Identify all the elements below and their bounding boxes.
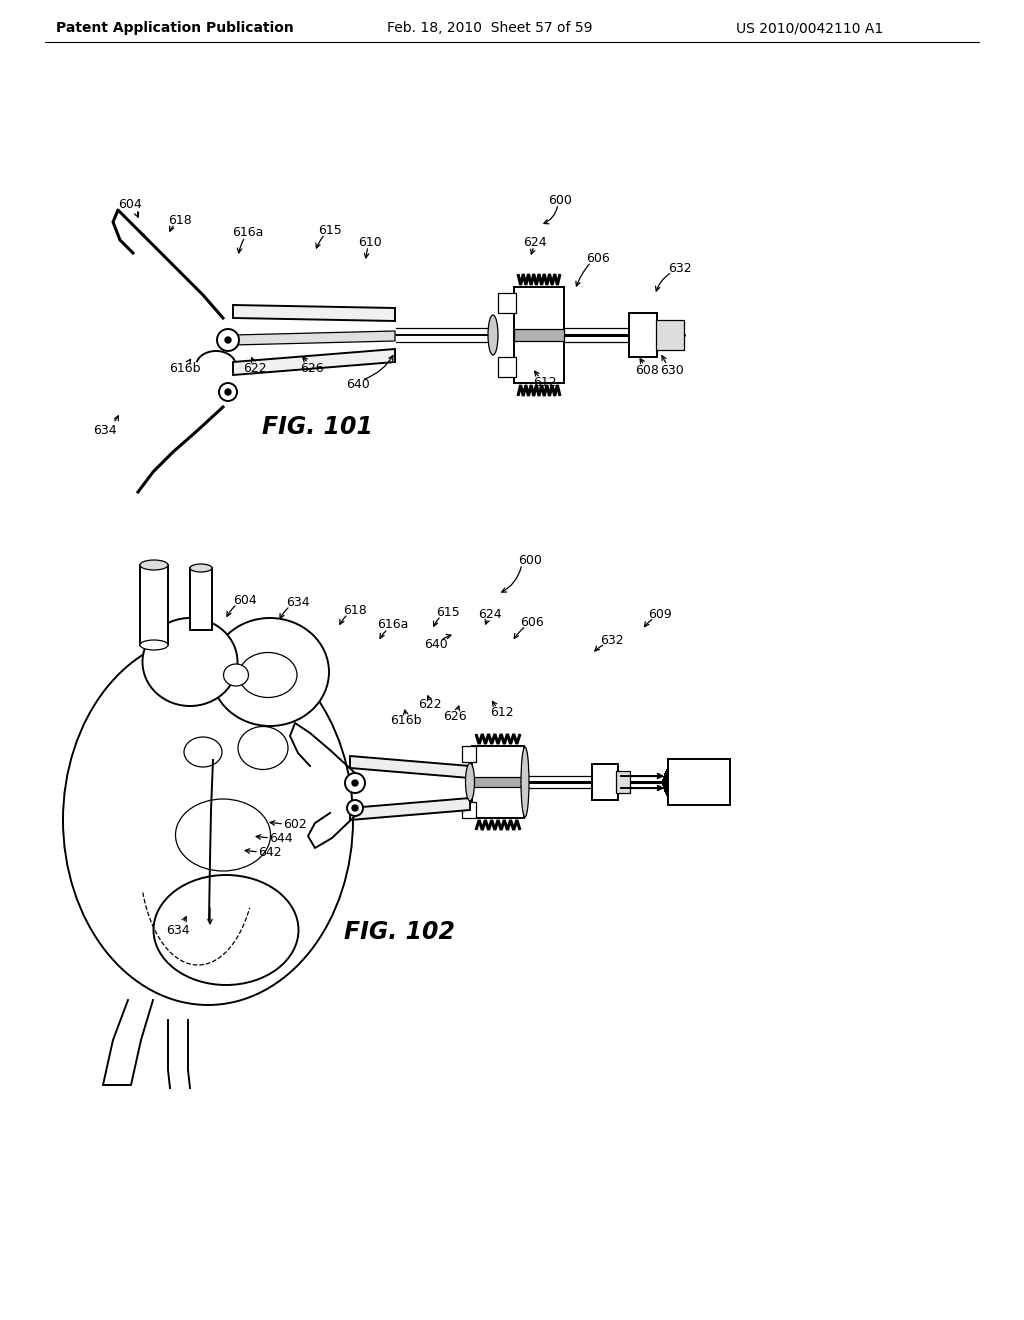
Bar — [514, 286, 564, 383]
Ellipse shape — [175, 799, 270, 871]
Ellipse shape — [466, 763, 474, 801]
Text: 608: 608 — [635, 363, 658, 376]
Circle shape — [347, 800, 362, 816]
Text: 615: 615 — [436, 606, 460, 619]
Circle shape — [225, 337, 231, 343]
Bar — [498, 293, 516, 313]
Ellipse shape — [238, 726, 288, 770]
Bar — [514, 329, 564, 341]
Text: 606: 606 — [520, 615, 544, 628]
Bar — [629, 313, 657, 356]
Bar — [498, 356, 516, 378]
Circle shape — [352, 805, 358, 810]
Text: 616b: 616b — [390, 714, 422, 726]
Text: 616a: 616a — [232, 227, 264, 239]
Circle shape — [345, 774, 365, 793]
Bar — [462, 746, 476, 762]
Text: 600: 600 — [518, 553, 542, 566]
Polygon shape — [233, 348, 395, 375]
Text: 606: 606 — [586, 252, 610, 264]
Text: 615: 615 — [318, 223, 342, 236]
Text: Patent Application Publication: Patent Application Publication — [56, 21, 294, 36]
Text: 626: 626 — [443, 710, 467, 722]
Circle shape — [352, 780, 358, 785]
Polygon shape — [350, 756, 470, 777]
Bar — [656, 319, 684, 350]
Text: FIG. 101: FIG. 101 — [262, 414, 374, 440]
Text: US 2010/0042110 A1: US 2010/0042110 A1 — [736, 21, 884, 36]
Polygon shape — [350, 799, 470, 820]
Text: 632: 632 — [669, 261, 692, 275]
Circle shape — [217, 329, 239, 351]
Text: 634: 634 — [93, 424, 117, 437]
Text: 642: 642 — [258, 846, 282, 859]
Text: 632: 632 — [600, 634, 624, 647]
Text: 640: 640 — [424, 639, 447, 652]
Text: 609: 609 — [648, 607, 672, 620]
Text: Feb. 18, 2010  Sheet 57 of 59: Feb. 18, 2010 Sheet 57 of 59 — [387, 21, 593, 36]
Text: 602: 602 — [283, 818, 307, 832]
Text: 622: 622 — [418, 698, 441, 711]
Text: 634: 634 — [166, 924, 189, 936]
Circle shape — [225, 389, 231, 395]
Text: 630: 630 — [660, 363, 684, 376]
Ellipse shape — [488, 315, 498, 355]
Ellipse shape — [184, 737, 222, 767]
Text: 624: 624 — [523, 235, 547, 248]
Ellipse shape — [239, 652, 297, 697]
Text: 600: 600 — [548, 194, 572, 206]
Bar — [140, 565, 168, 645]
Text: 634: 634 — [286, 595, 310, 609]
Bar — [472, 777, 524, 787]
Ellipse shape — [142, 618, 238, 706]
FancyBboxPatch shape — [668, 759, 730, 805]
Ellipse shape — [63, 635, 353, 1005]
Text: 612: 612 — [534, 375, 557, 388]
Text: 626: 626 — [300, 362, 324, 375]
Text: 612: 612 — [490, 705, 514, 718]
Text: GEN: GEN — [684, 775, 714, 789]
Ellipse shape — [211, 618, 329, 726]
Text: 618: 618 — [168, 214, 191, 227]
Polygon shape — [233, 331, 395, 345]
Text: 622: 622 — [243, 362, 267, 375]
Text: 618: 618 — [343, 603, 367, 616]
Bar — [190, 568, 212, 630]
Text: 624: 624 — [478, 607, 502, 620]
Text: 644: 644 — [269, 833, 293, 846]
Text: 616b: 616b — [169, 362, 201, 375]
Text: 610: 610 — [358, 235, 382, 248]
Text: FIG. 102: FIG. 102 — [344, 920, 456, 944]
Ellipse shape — [223, 664, 249, 686]
Bar — [592, 764, 618, 800]
Bar — [472, 746, 524, 818]
Text: 604: 604 — [118, 198, 142, 211]
Bar — [462, 803, 476, 818]
Ellipse shape — [140, 560, 168, 570]
Polygon shape — [233, 305, 395, 321]
Ellipse shape — [521, 747, 529, 817]
Text: 604: 604 — [233, 594, 257, 606]
Text: 616a: 616a — [377, 619, 409, 631]
Ellipse shape — [190, 564, 212, 572]
Text: 640: 640 — [346, 379, 370, 392]
Ellipse shape — [140, 640, 168, 649]
Bar — [616, 771, 630, 793]
Ellipse shape — [154, 875, 299, 985]
Circle shape — [219, 383, 237, 401]
